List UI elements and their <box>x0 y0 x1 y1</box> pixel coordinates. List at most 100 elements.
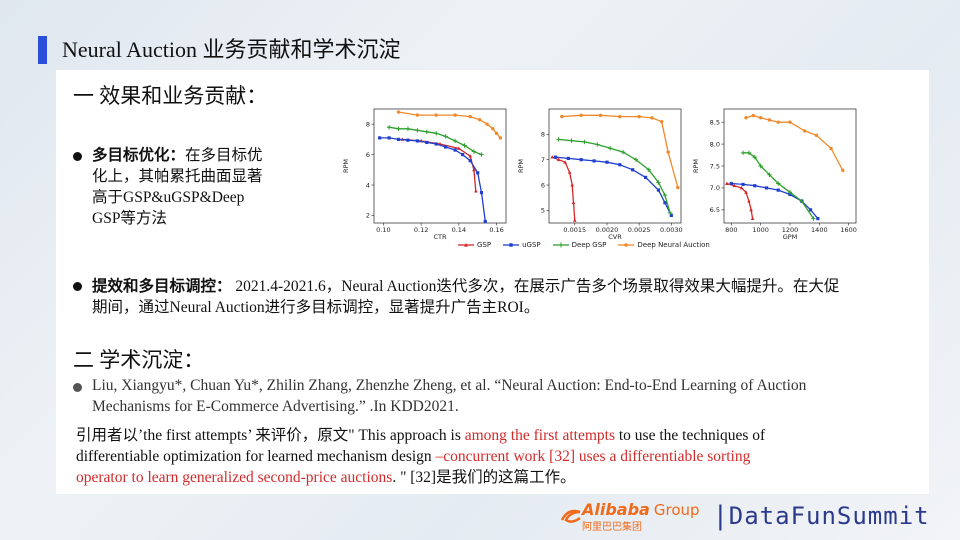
series-line-deep-neural-auction <box>398 111 501 139</box>
y-tick-label: 7.5 <box>710 162 720 170</box>
data-point-deep-gsp <box>396 126 401 131</box>
data-point-gsp <box>725 181 729 185</box>
data-point-gsp <box>457 146 461 150</box>
y-tick-label: 6 <box>541 181 545 189</box>
data-point-deep-gsp <box>471 149 477 154</box>
y-tick-label: 2 <box>366 212 370 220</box>
data-point-deep-neural-auction <box>666 150 670 154</box>
data-point-gsp <box>570 183 574 187</box>
data-point-deep-neural-auction <box>485 122 489 126</box>
data-point-gsp <box>732 183 737 188</box>
data-point-ugsp <box>415 139 419 143</box>
bullet-text: 化上，其帕累托曲面显著 <box>92 168 263 185</box>
data-point-deep-gsp <box>405 126 411 131</box>
data-point-ugsp <box>579 158 583 162</box>
data-point-deep-neural-auction <box>814 133 819 138</box>
slide-title: Neural Auction 业务贡献和学术沉淀 <box>62 37 401 62</box>
data-point-ugsp <box>444 145 448 149</box>
plot-frame <box>373 108 507 224</box>
data-point-ugsp <box>461 153 465 157</box>
data-point-deep-gsp <box>740 150 746 156</box>
data-point-ugsp <box>816 217 820 221</box>
alibaba-cn-wordmark: 阿里巴巴集团 <box>582 522 642 533</box>
data-point-ugsp <box>643 175 648 179</box>
x-axis-label: CTR <box>433 233 447 241</box>
y-tick-label: 6.5 <box>710 206 720 214</box>
data-point-deep-neural-auction <box>498 136 503 140</box>
data-point-deep-gsp <box>434 131 439 136</box>
data-point-deep-gsp <box>662 192 668 198</box>
data-point-deep-gsp <box>799 198 804 204</box>
data-point-ugsp <box>764 186 769 190</box>
datafun-summit-wordmark: DataFunSummit <box>728 502 930 530</box>
alibaba-group-logo: Alibaba Group 阿里巴巴集团 <box>560 500 708 533</box>
quote-text: . " [32]是我们的这篇工作。 <box>392 469 576 486</box>
data-point-deep-neural-auction <box>494 131 499 136</box>
bullet-text: 高于GSP&uGSP&Deep <box>92 189 245 206</box>
x-tick-label: 800 <box>725 226 737 234</box>
data-point-deep-gsp <box>752 155 757 160</box>
y-tick-label: 7 <box>541 156 545 164</box>
data-point-gsp <box>474 189 478 193</box>
series-line-deep-neural-auction <box>745 114 844 171</box>
data-point-deep-gsp <box>415 128 420 133</box>
x-tick-label: 0.0020 <box>596 226 619 234</box>
data-point-ugsp <box>729 181 733 186</box>
alibaba-wordmark: Alibaba <box>582 500 650 519</box>
bullet-dot <box>73 282 82 291</box>
data-point-deep-gsp <box>776 181 781 186</box>
legend-item-gsp: GSP <box>458 241 491 249</box>
data-point-deep-neural-auction <box>560 114 564 119</box>
bullet-label: 提效和多目标调控： <box>92 278 232 295</box>
quote-highlight: –concurrent work [32] uses a differentia… <box>435 448 751 465</box>
data-point-deep-neural-auction <box>434 113 438 117</box>
data-point-deep-gsp <box>595 142 600 147</box>
data-point-deep-gsp <box>646 167 652 172</box>
x-tick-label: 0.0015 <box>563 226 586 234</box>
data-point-deep-gsp <box>767 172 772 177</box>
y-tick-label: 6 <box>366 151 370 159</box>
y-axis-label: RPM <box>342 159 350 173</box>
section2-heading: 二 学术沉淀： <box>73 348 205 372</box>
data-point-deep-gsp <box>758 163 763 169</box>
data-point-gsp <box>747 199 751 203</box>
chart-gpm-rpm: 800 1000 1200 1400 1600 6.5 7.0 7.5 8.0 8.5 GPM RPM <box>690 105 862 243</box>
data-point-deep-neural-auction <box>841 168 845 173</box>
y-tick-label: 8 <box>541 131 545 139</box>
x-tick-label: 0.0030 <box>660 226 683 234</box>
title-accent-bar <box>38 36 47 64</box>
quote-highlight: among the first attempts <box>464 427 615 444</box>
y-tick-label: 8.5 <box>710 118 720 126</box>
legend-item-deep-gsp: Deep GSP <box>552 241 607 249</box>
data-point-deep-gsp <box>620 149 626 155</box>
x-tick-label: 0.0025 <box>628 226 651 234</box>
data-point-deep-neural-auction <box>477 117 482 122</box>
data-point-ugsp <box>406 138 410 142</box>
data-point-deep-gsp <box>443 134 448 139</box>
data-point-deep-gsp <box>424 129 429 134</box>
footer-brand: Alibaba Group 阿里巴巴集团 | DataFunSummit <box>560 500 930 533</box>
data-point-gsp <box>472 167 476 172</box>
y-tick-label: 4 <box>366 181 370 189</box>
data-point-gsp <box>550 155 555 159</box>
legend-swatch <box>552 242 569 248</box>
bullet-multi-objective: 多目标优化：在多目标优 化上，其帕累托曲面显著 高于GSP&uGSP&Deep … <box>92 145 302 229</box>
data-point-deep-gsp <box>386 125 392 130</box>
x-tick-label: 0.14 <box>452 226 466 234</box>
data-point-ugsp <box>605 160 609 164</box>
data-point-ugsp <box>553 155 558 159</box>
legend-label: Deep GSP <box>571 241 607 249</box>
data-point-gsp <box>571 200 576 205</box>
data-point-gsp <box>572 218 577 222</box>
chart-ctr-rpm: 0.10 0.12 0.14 0.16 2 4 6 8 CTR RPM <box>340 105 512 243</box>
group-wordmark: Group <box>653 501 700 519</box>
data-point-ugsp <box>468 159 472 163</box>
data-point-deep-gsp <box>569 138 574 143</box>
x-tick-label: 1600 <box>840 226 857 234</box>
data-point-gsp <box>563 160 567 164</box>
data-point-deep-neural-auction <box>788 120 792 124</box>
legend-label: Deep Neural Auction <box>637 241 710 249</box>
x-axis-label: GPM <box>783 233 798 241</box>
data-point-deep-neural-auction <box>776 120 780 124</box>
bullet-text: 2021.4-2021.6，Neural Auction迭代多次，在展示广告多个… <box>231 278 840 295</box>
